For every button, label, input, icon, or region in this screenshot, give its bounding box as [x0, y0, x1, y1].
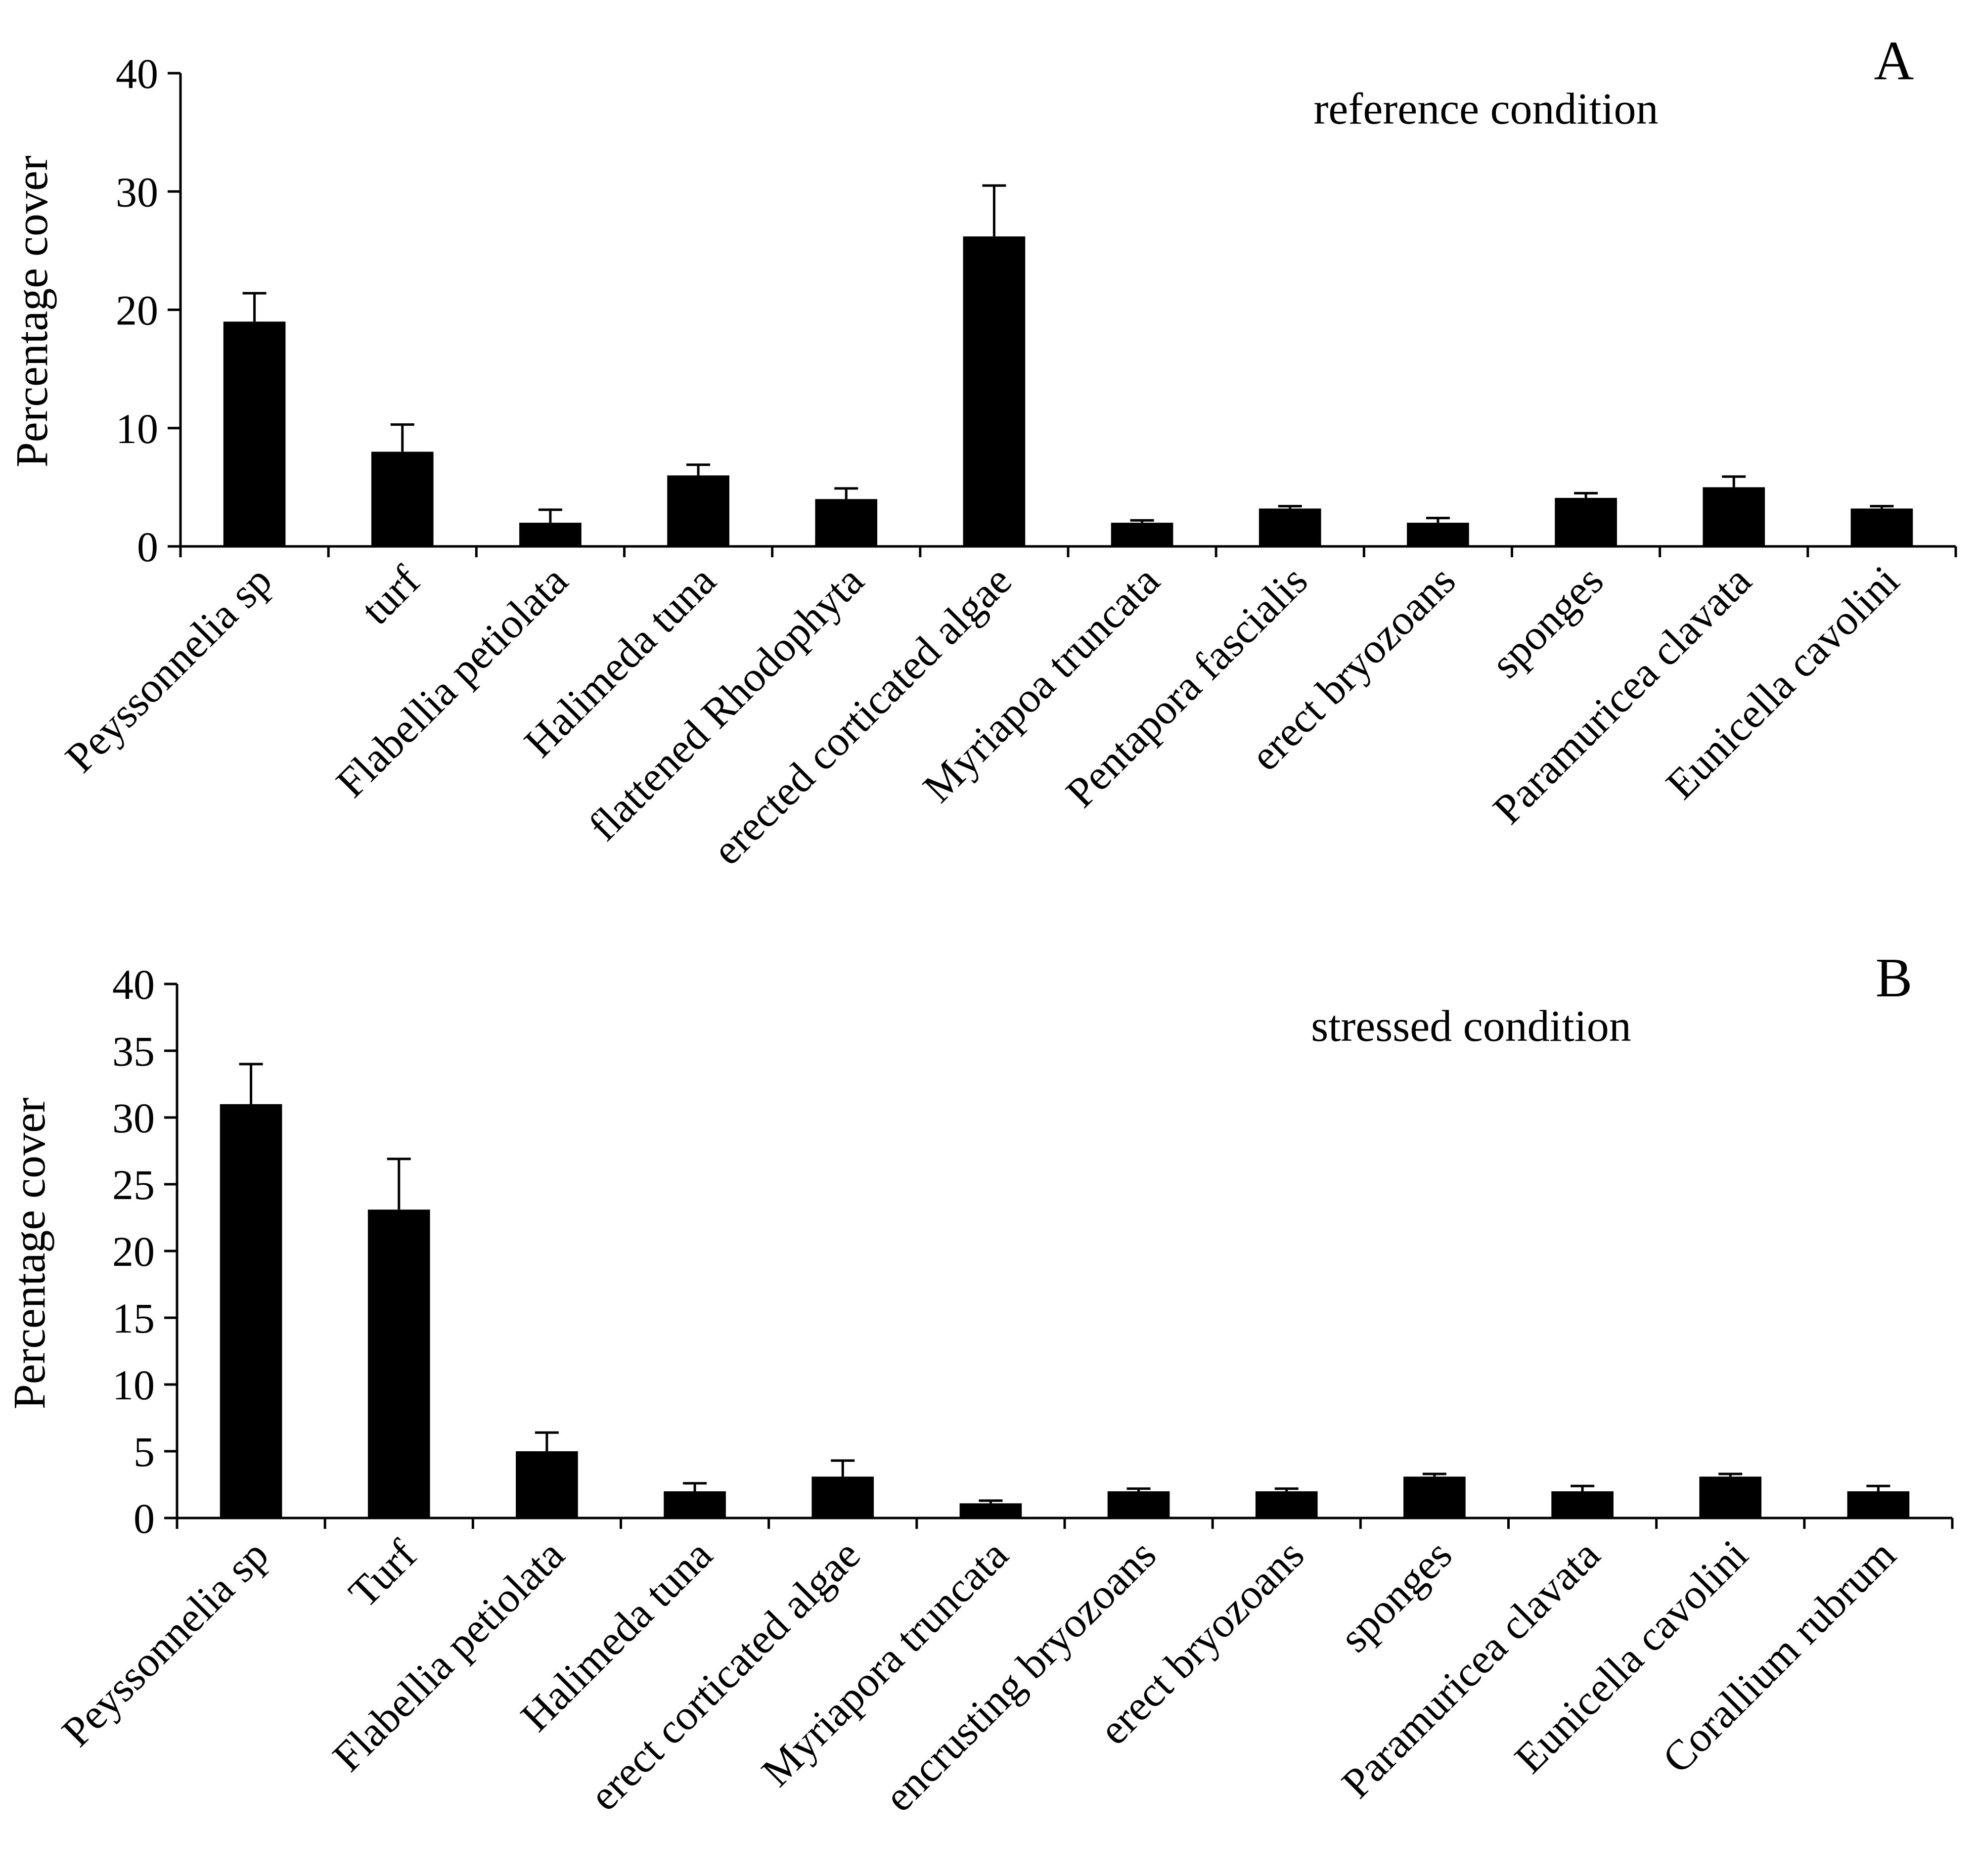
- panel-b-y-tick-label: 40: [112, 961, 155, 1008]
- panel-b-bar: [811, 1476, 874, 1518]
- panel-b-bar: [664, 1491, 726, 1518]
- panel-a-letter: A: [1874, 30, 1914, 91]
- panel-a-bar: [519, 523, 582, 546]
- panel-b-title: stressed condition: [1311, 1002, 1631, 1051]
- panel-b-bar: [516, 1451, 578, 1518]
- panel-b-y-tick-label: 20: [112, 1228, 155, 1275]
- panel-a-bar: [963, 236, 1026, 546]
- panel-a-y-axis-title: Percentage cover: [6, 156, 57, 468]
- panel-b-bar: [1551, 1491, 1614, 1518]
- panel-b-bar: [1255, 1491, 1318, 1518]
- panel-b-bar: [1403, 1476, 1466, 1518]
- panel-a-y-tick-label: 40: [116, 50, 158, 97]
- panel-b-y-axis-title: Percentage cover: [4, 1098, 54, 1410]
- panel-a-bar: [667, 475, 729, 546]
- panel-a-bar: [1407, 523, 1469, 546]
- panel-b-bar: [1699, 1476, 1762, 1518]
- panel-b-bar: [1107, 1491, 1170, 1518]
- panel-b-y-tick-label: 15: [112, 1295, 155, 1342]
- panel-b-bar: [220, 1104, 282, 1518]
- panel-a-y-tick-label: 30: [116, 168, 158, 216]
- panel-b-bar: [367, 1209, 430, 1518]
- panel-b-y-tick-label: 30: [112, 1094, 155, 1142]
- panel-a-y-tick-label: 10: [116, 405, 158, 452]
- panel-a-y-tick-label: 0: [137, 523, 158, 571]
- panel-a-bar: [371, 451, 434, 546]
- panel-b-y-tick-label: 35: [112, 1027, 155, 1075]
- panel-b-y-tick-label: 5: [134, 1428, 155, 1475]
- panel-a-bar: [223, 321, 286, 546]
- panel-b-y-tick-label: 25: [112, 1161, 155, 1208]
- panel-b-bar: [959, 1503, 1022, 1518]
- panel-a-bar: [1703, 487, 1765, 546]
- panel-b-y-tick-label: 10: [112, 1361, 155, 1409]
- panel-a-title: reference condition: [1313, 85, 1658, 134]
- panel-a-bar: [1850, 508, 1913, 546]
- panel-a-bar: [1259, 508, 1321, 546]
- panel-a-bar: [1111, 523, 1173, 546]
- panel-b-letter: B: [1876, 947, 1913, 1009]
- panel-a-y-tick-label: 20: [116, 287, 158, 334]
- panel-b-bar: [1847, 1491, 1910, 1518]
- panel-a-bar: [1555, 497, 1617, 546]
- panel-b-y-tick-label: 0: [134, 1495, 155, 1542]
- panel-a-bar: [815, 499, 878, 546]
